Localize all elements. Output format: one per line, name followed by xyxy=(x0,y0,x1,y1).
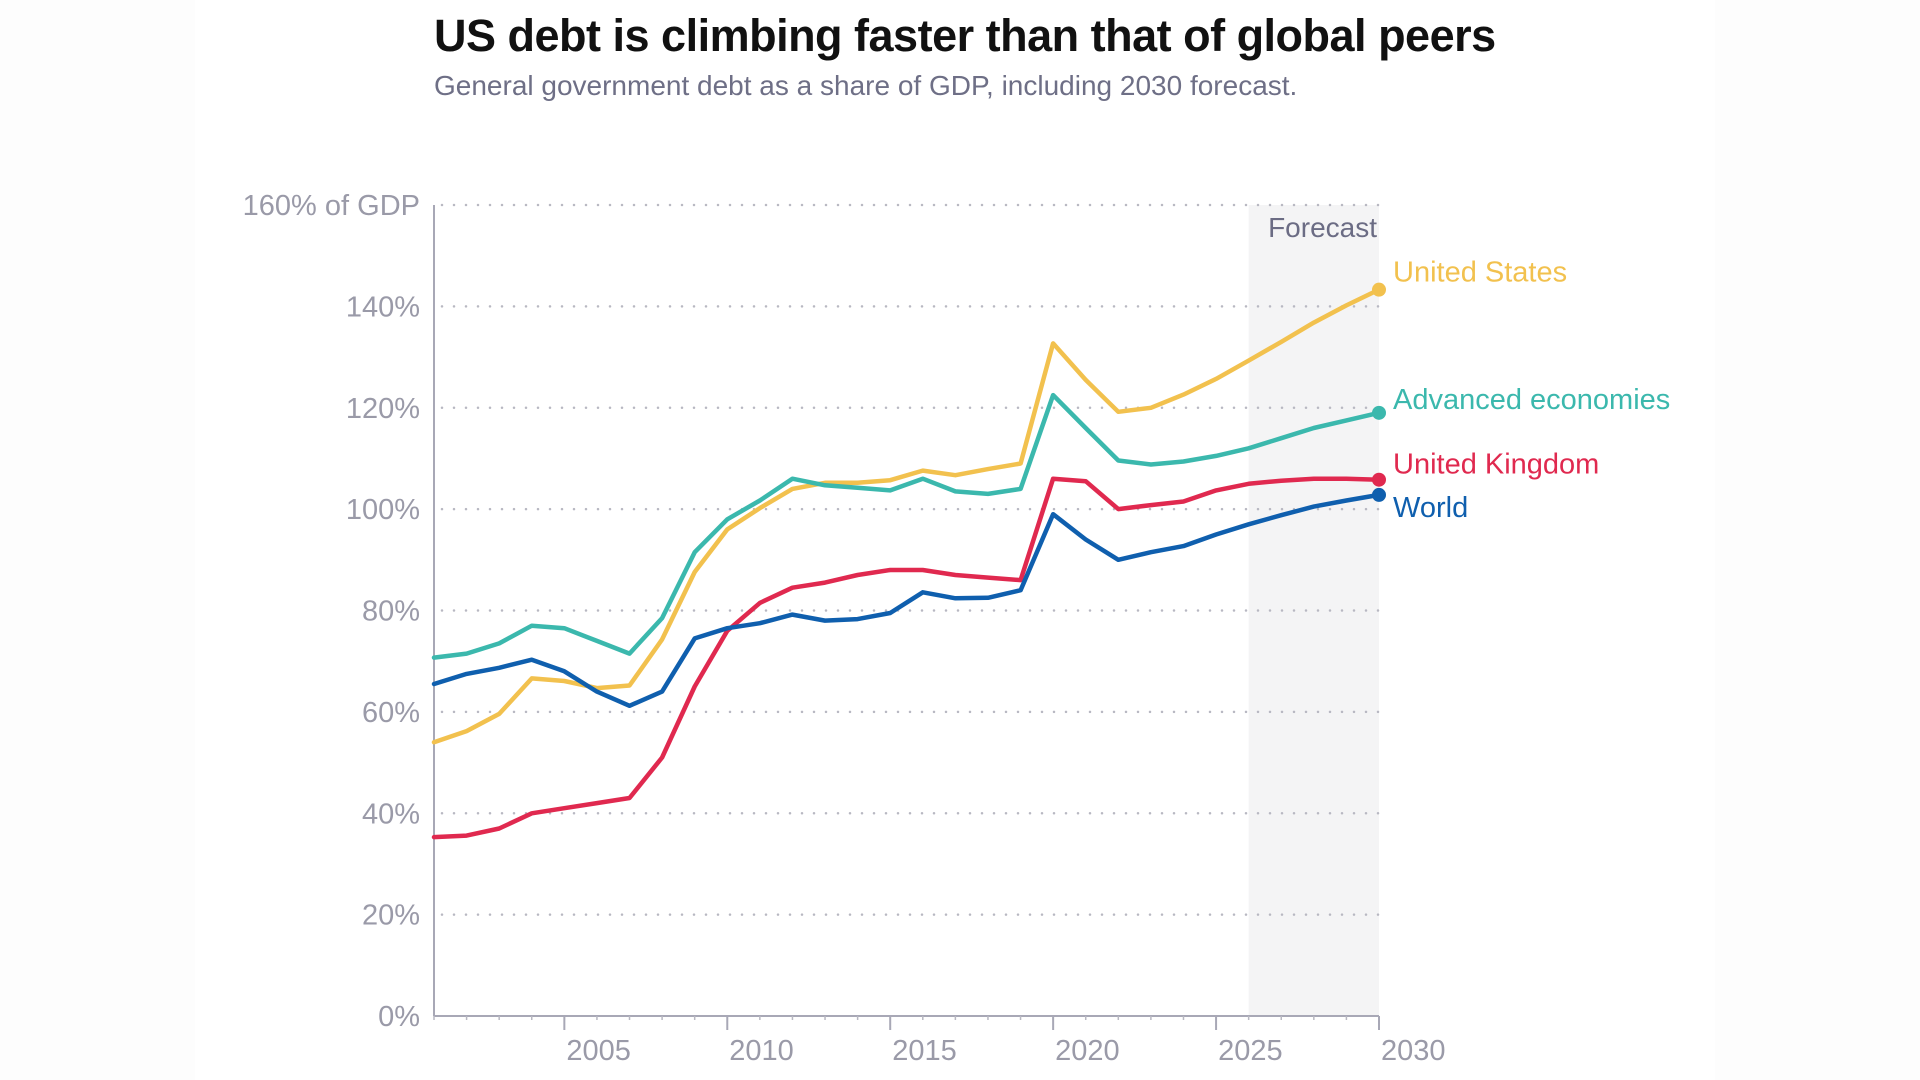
y-tick-label: 120% xyxy=(346,393,420,425)
series-line-united-states xyxy=(431,287,1382,745)
forecast-band xyxy=(1248,205,1379,1016)
x-tick-label: 2005 xyxy=(566,1035,631,1067)
series-layer xyxy=(431,282,1386,840)
y-tick-label: 60% xyxy=(362,697,420,729)
y-tick-label: 160% of GDP xyxy=(243,190,420,222)
axis-layer: 0% 20% 40% 60% 80% 100% 120% 140% 160% of GDP 200… xyxy=(243,190,1446,1067)
y-tick-label: 80% xyxy=(362,596,420,628)
grid-layer xyxy=(440,203,1381,916)
x-tick-label: 2025 xyxy=(1218,1035,1283,1067)
series-line-world xyxy=(431,492,1382,709)
series-line-united-kingdom xyxy=(431,476,1382,840)
chart-title: US debt is climbing faster than that of … xyxy=(434,10,1496,61)
y-tick-label: 100% xyxy=(346,494,420,526)
x-tick-label: 2010 xyxy=(729,1035,794,1067)
x-tick-label: 2015 xyxy=(892,1035,957,1067)
label-layer: United States Advanced economies United Ki… xyxy=(1393,257,1670,524)
y-tick-label: 140% xyxy=(346,291,420,323)
series-end-dot-united-states xyxy=(1372,282,1386,297)
x-tick-label: 2020 xyxy=(1055,1035,1120,1067)
series-line-advanced-economies xyxy=(431,392,1382,660)
series-end-dot-world xyxy=(1372,487,1386,502)
series-label-united-kingdom: United Kingdom xyxy=(1393,449,1599,481)
y-tick-label: 40% xyxy=(362,798,420,830)
series-label-united-states: United States xyxy=(1393,257,1567,289)
series-label-world: World xyxy=(1393,492,1468,524)
chart-panel xyxy=(195,0,1715,1080)
series-end-dot-united-kingdom xyxy=(1372,472,1386,487)
series-end-dot-advanced-economies xyxy=(1372,405,1386,420)
series-label-advanced-economies: Advanced economies xyxy=(1393,384,1670,416)
chart-subtitle: General government debt as a share of GD… xyxy=(434,70,1298,101)
y-tick-label: 20% xyxy=(362,900,420,932)
y-tick-label: 0% xyxy=(378,1001,420,1033)
x-tick-label: 2030 xyxy=(1381,1035,1446,1067)
forecast-layer: Forecast xyxy=(1248,205,1379,1016)
forecast-label: Forecast xyxy=(1268,212,1377,243)
